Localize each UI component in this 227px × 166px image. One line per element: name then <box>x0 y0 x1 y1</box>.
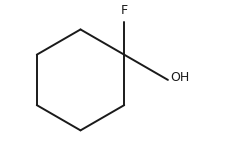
Text: OH: OH <box>170 72 190 84</box>
Text: F: F <box>121 4 128 17</box>
